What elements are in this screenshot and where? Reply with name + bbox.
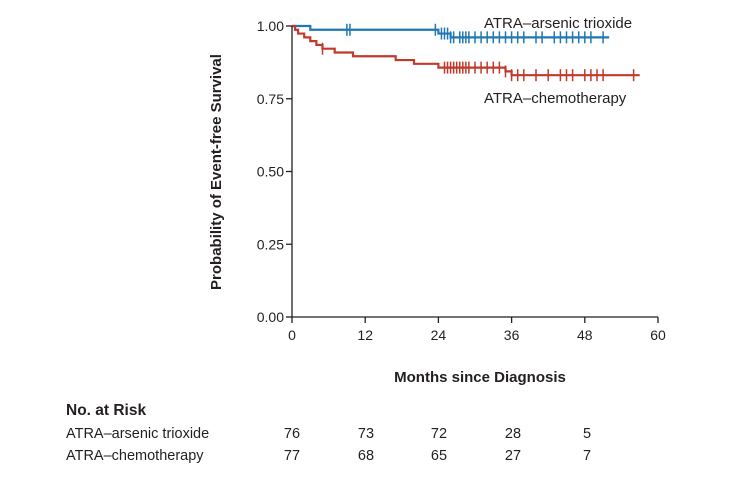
kaplan-meier-chart: 0.00 0.25 0.50 0.75 1.00 0 12 24 36 48 60 ATRA–ar… xyxy=(208,15,666,386)
y-tick-label: 0.00 xyxy=(257,309,284,325)
risk-value: 5 xyxy=(582,426,592,442)
risk-value: 65 xyxy=(430,448,448,464)
y-tick-label: 1.00 xyxy=(257,18,284,34)
survival-curve xyxy=(292,24,610,39)
series-label-atra-arsenic-trioxide: ATRA–arsenic trioxide xyxy=(484,15,632,32)
x-tick-label: 60 xyxy=(650,327,666,343)
risk-value: 68 xyxy=(357,448,375,464)
risk-value: 76 xyxy=(283,426,301,442)
series-label-atra-chemotherapy: ATRA–chemotherapy xyxy=(484,90,627,107)
risk-row-atra-chemotherapy: ATRA–chemotherapy 77 68 65 27 7 xyxy=(66,448,591,470)
x-tick-label: 36 xyxy=(504,327,520,343)
risk-table-title: No. at Risk xyxy=(66,402,147,419)
y-tick-label: 0.25 xyxy=(257,236,284,252)
risk-value: 72 xyxy=(430,426,448,442)
risk-value: 7 xyxy=(582,448,592,464)
risk-table: No. at Risk ATRA–arsenic trioxide 76 73 … xyxy=(66,402,591,470)
x-axis-title: Months since Diagnosis xyxy=(394,369,566,386)
risk-value: 73 xyxy=(357,426,375,442)
x-axis-ticks: 0 12 24 36 48 60 xyxy=(288,317,666,343)
y-tick-label: 0.50 xyxy=(257,164,284,180)
risk-value: 27 xyxy=(504,448,522,464)
y-axis-ticks: 0.00 0.25 0.50 0.75 1.00 xyxy=(257,18,292,325)
risk-row-label: ATRA–chemotherapy xyxy=(66,448,204,464)
x-tick-label: 0 xyxy=(288,327,296,343)
x-tick-label: 48 xyxy=(577,327,593,343)
x-tick-label: 12 xyxy=(357,327,373,343)
risk-value: 77 xyxy=(283,448,301,464)
risk-row-label: ATRA–arsenic trioxide xyxy=(66,426,210,442)
y-tick-label: 0.75 xyxy=(257,91,284,107)
series-0 xyxy=(292,23,610,44)
risk-value: 28 xyxy=(504,426,522,442)
series-1 xyxy=(292,24,640,82)
survival-curves xyxy=(292,23,640,82)
risk-row-atra-arsenic-trioxide: ATRA–arsenic trioxide 76 73 72 28 5 xyxy=(66,426,591,448)
y-axis-title: Probability of Event-free Survival xyxy=(208,54,225,290)
x-tick-label: 24 xyxy=(431,327,447,343)
